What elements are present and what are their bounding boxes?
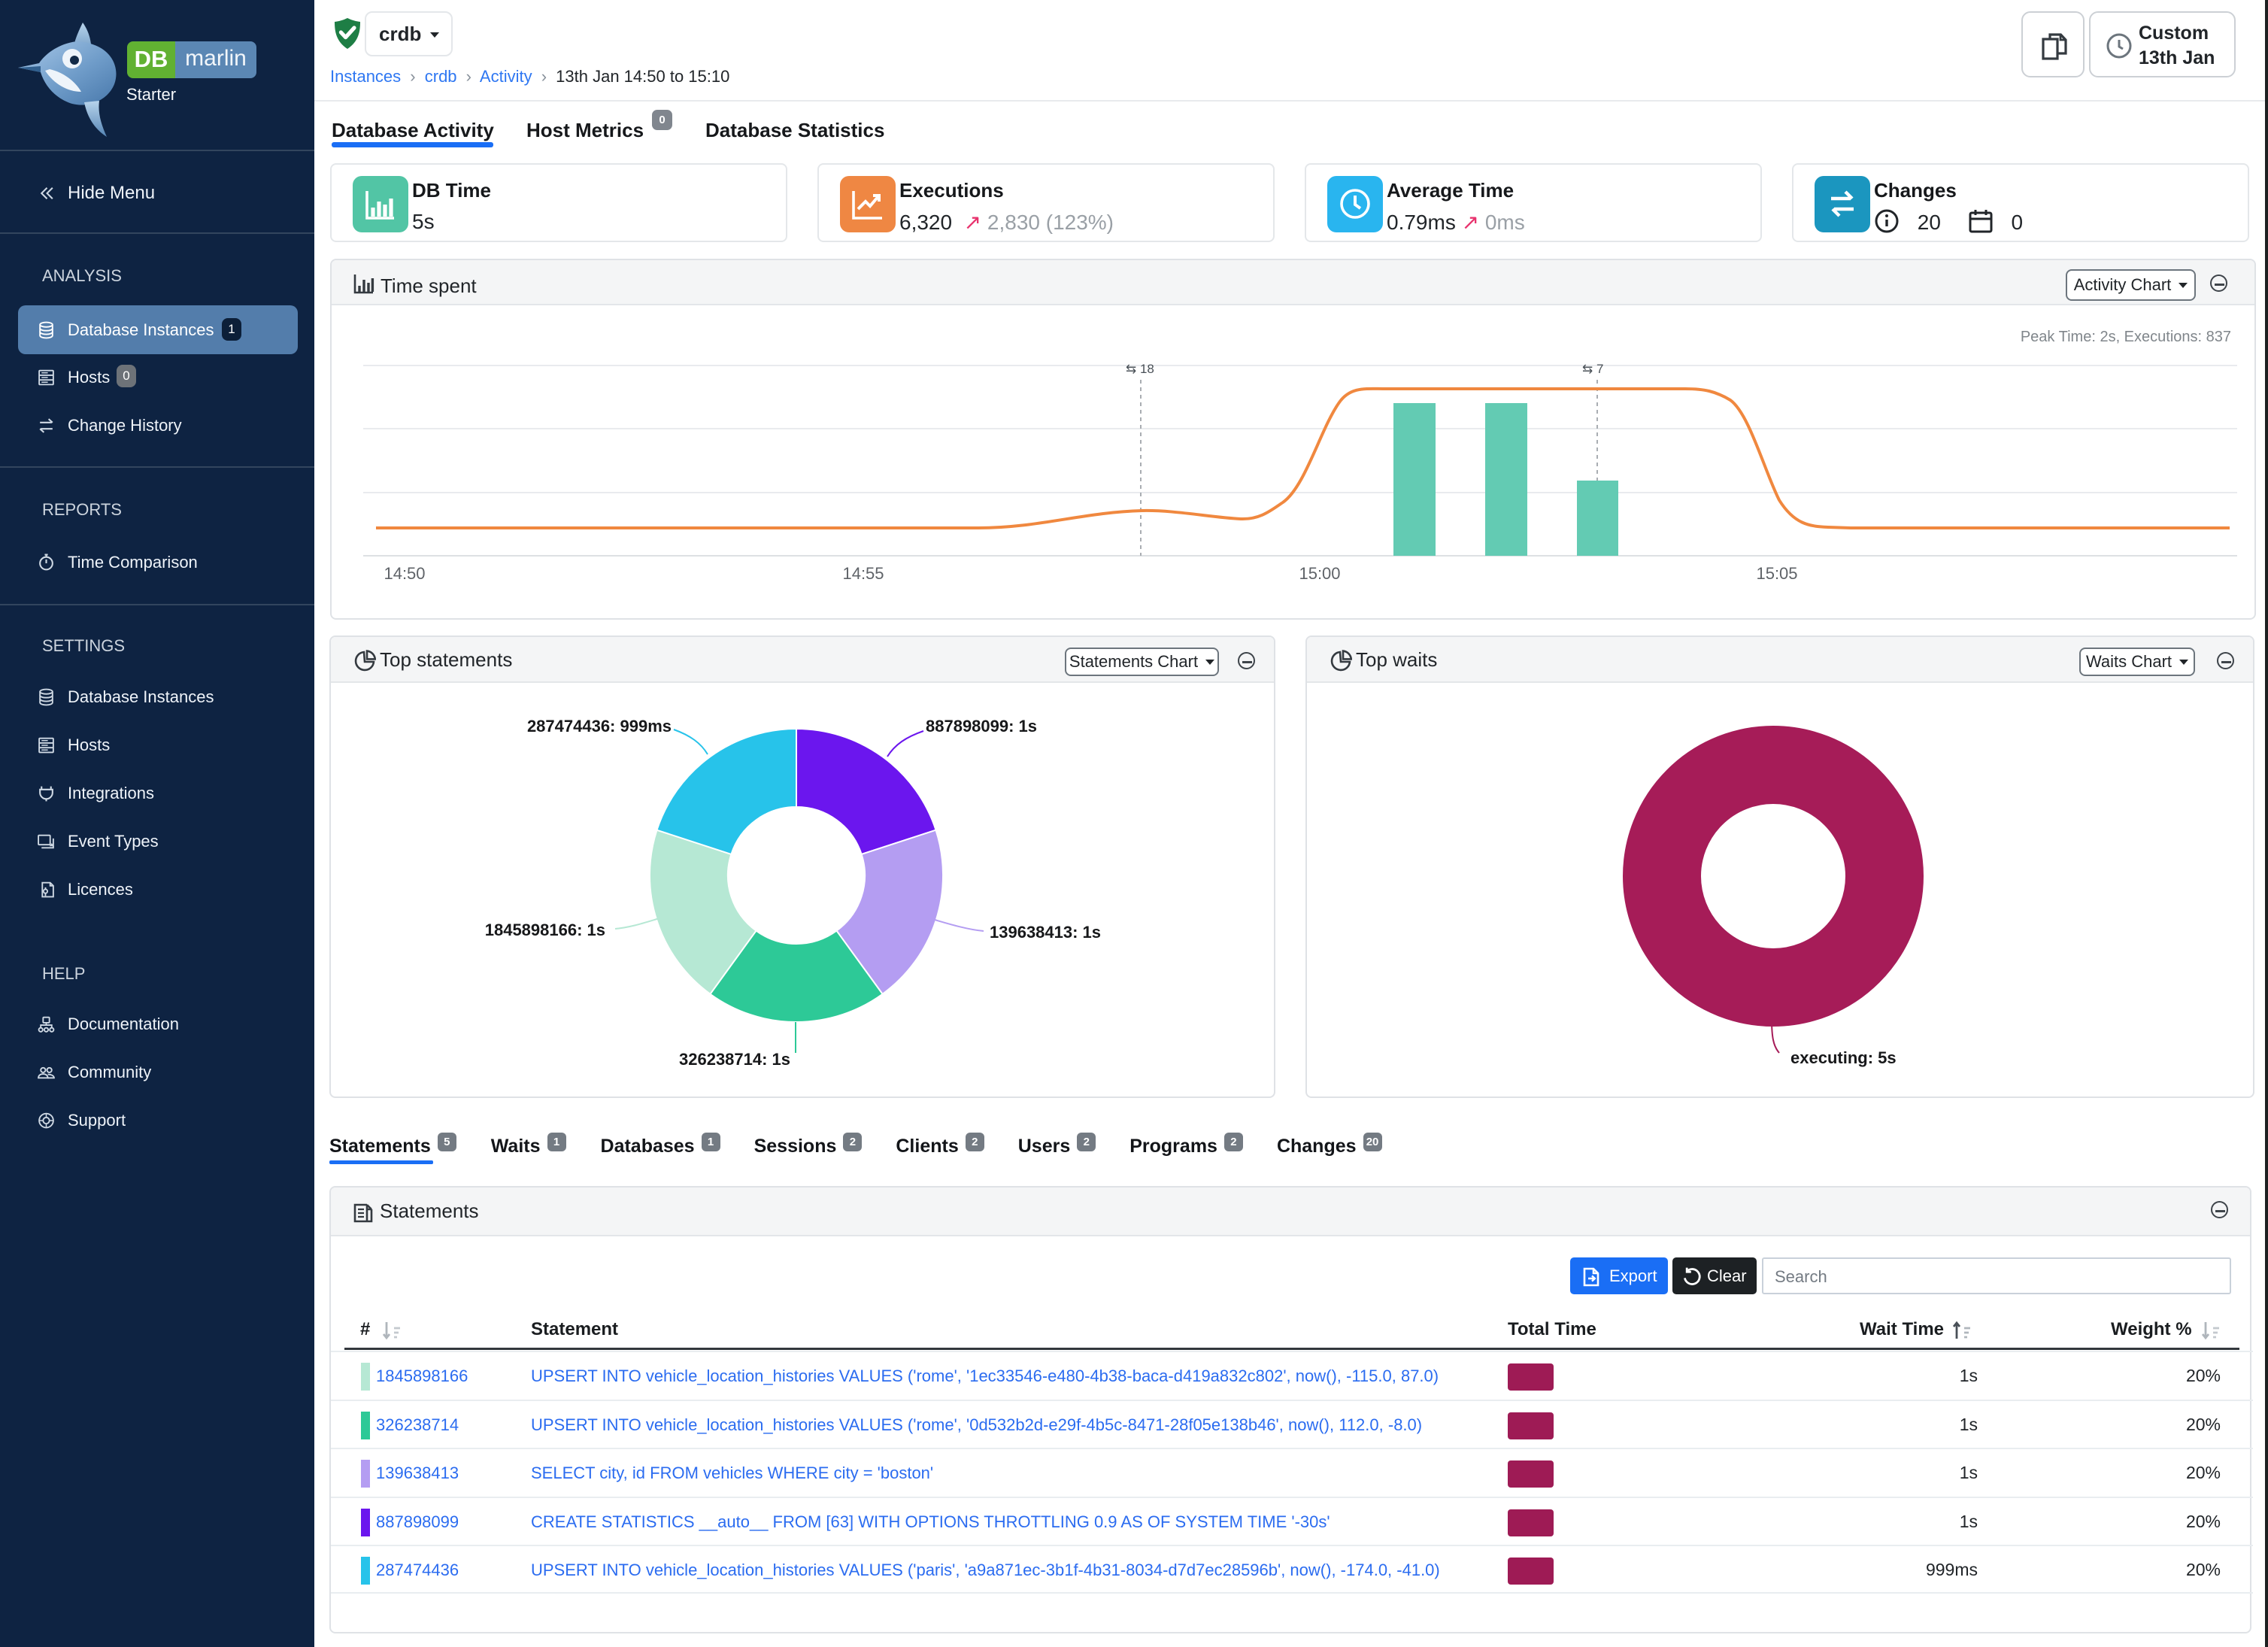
svg-text:⇆ 7: ⇆ 7 bbox=[1582, 362, 1603, 376]
svg-text:15:00: 15:00 bbox=[1299, 564, 1340, 583]
svg-text:15:05: 15:05 bbox=[1756, 564, 1797, 583]
svg-text:326238714: 1s: 326238714: 1s bbox=[679, 1050, 790, 1069]
svg-text:14:50: 14:50 bbox=[384, 564, 425, 583]
svg-text:139638413: 1s: 139638413: 1s bbox=[990, 923, 1101, 942]
svg-text:887898099: 1s: 887898099: 1s bbox=[926, 717, 1037, 736]
svg-text:executing: 5s: executing: 5s bbox=[1790, 1048, 1897, 1067]
svg-text:1845898166: 1s: 1845898166: 1s bbox=[485, 921, 605, 939]
svg-text:Peak Time: 2s, Executions: 837: Peak Time: 2s, Executions: 837 bbox=[2021, 329, 2231, 345]
svg-text:287474436: 999ms: 287474436: 999ms bbox=[527, 717, 672, 736]
svg-text:⇆ 18: ⇆ 18 bbox=[1126, 362, 1154, 376]
svg-text:14:55: 14:55 bbox=[842, 564, 884, 583]
